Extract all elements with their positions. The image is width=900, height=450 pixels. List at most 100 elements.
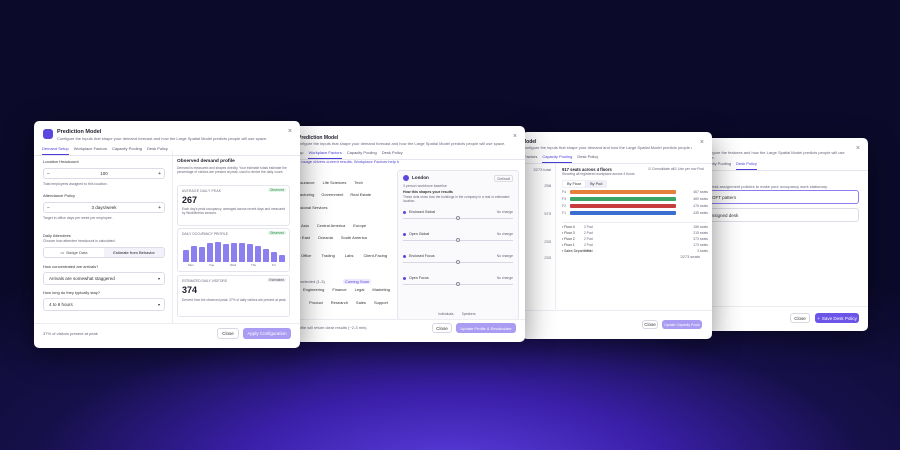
attendance-value: 3 days/week <box>91 205 117 210</box>
chip-client-facing[interactable]: Client-Facing <box>363 253 388 258</box>
profile-bar <box>246 244 254 262</box>
floor-seats: 3 seats <box>697 249 708 253</box>
policy-option-assigned[interactable]: Assigned desk <box>703 208 859 222</box>
chip-product[interactable]: Product <box>309 300 323 305</box>
roles-label: Roles selected (1-3) <box>289 279 325 284</box>
stay-label: How long do they typically stay? <box>43 290 100 295</box>
floor-list: ▪ Floor 4 2 Pool 156 seats ▪ Floor 3 2 Pool 2… <box>562 222 708 253</box>
plus-icon[interactable]: + <box>158 204 161 211</box>
close-button[interactable]: Close <box>642 320 658 329</box>
floor-name: ▪ Floor 1 <box>562 243 575 247</box>
chip-south-america[interactable]: South America <box>340 235 367 240</box>
chevron-down-icon: ▾ <box>157 276 160 281</box>
chip-marketing[interactable]: Marketing <box>372 287 390 292</box>
minus-icon[interactable]: − <box>47 170 50 177</box>
chip-asia[interactable]: Asia <box>301 223 309 228</box>
day-axis: Mon Tue Wed Thu Fri <box>182 264 286 269</box>
floor-name: ▪ Floor 4 <box>562 225 575 229</box>
chip-support[interactable]: Support <box>373 300 388 305</box>
slider-value: No change <box>496 210 513 214</box>
policy-option-soft[interactable]: SOFT pattern <box>703 190 859 204</box>
floor-meta: 2 Pool <box>584 231 594 235</box>
chip-oceania[interactable]: Oceania <box>317 235 333 240</box>
slider-handle[interactable] <box>456 216 460 220</box>
stay-select[interactable]: 4 to 6 hours ▾ <box>43 298 165 311</box>
chip-professional-services[interactable]: Professional Services <box>289 205 328 210</box>
tab-capacity-pooling[interactable]: Capacity Pooling <box>111 146 142 151</box>
chip-manufacturing[interactable]: manufacturing <box>289 192 315 197</box>
close-icon[interactable]: × <box>855 145 860 152</box>
estimate-behavior-option[interactable]: Estimate from Behavior <box>104 248 164 257</box>
badge-data-option[interactable]: ▭ Badge Data <box>44 248 104 257</box>
tab-desk-policy[interactable]: Desk Policy <box>736 158 757 170</box>
visitors-value: 374 <box>182 285 198 295</box>
daily-source-toggle: ▭ Badge Data Estimate from Behavior <box>43 247 165 258</box>
consolidate-checkbox[interactable]: ☑ Consolidate all <box>648 167 674 171</box>
update-profile-button[interactable]: Update Profile & Recalculate <box>456 323 516 333</box>
toggle-by-floor[interactable]: By Floor <box>563 181 586 187</box>
update-capacity-pools-button[interactable]: Update Capacity Pools <box>662 320 702 329</box>
plus-icon[interactable]: + <box>158 170 161 177</box>
tab-desk-policy[interactable]: Desk Policy <box>381 150 403 155</box>
arrivals-select[interactable]: Arrivals are somewhat staggered ▾ <box>43 272 165 285</box>
chip-real-estate[interactable]: Real Estate <box>350 192 372 197</box>
chip-finance[interactable]: Finance <box>332 287 347 292</box>
floor-row[interactable]: ▪ Floor 1 2 Pool 173 seats <box>562 243 708 249</box>
chip-labs[interactable]: Labs <box>344 253 354 258</box>
roles-row-2: Product Research Sales Support <box>309 300 388 305</box>
close-button[interactable]: Close <box>432 323 452 333</box>
floor-bar-value: 476 seats <box>693 204 708 208</box>
floor-row[interactable]: ▪ Floor 4 2 Pool 156 seats <box>562 225 708 231</box>
apply-configuration-button[interactable]: Apply Configuration <box>243 328 291 339</box>
chip-legal[interactable]: Legal <box>354 287 365 292</box>
tab-workplace-factors[interactable]: Factors <box>524 154 538 159</box>
slider-handle[interactable] <box>456 238 460 242</box>
minus-icon[interactable]: − <box>47 204 50 211</box>
headcount-stepper[interactable]: − 100 + <box>43 168 165 179</box>
attendance-stepper[interactable]: − 3 days/week + <box>43 202 165 213</box>
arrivals-value: Arrivals are somewhat staggered <box>49 276 115 281</box>
tab-workplace-factors[interactable]: Workplace Factors <box>73 146 107 151</box>
tab-desk-policy[interactable]: Desk Policy <box>577 154 599 159</box>
tab-desk-policy[interactable]: Desk Policy <box>147 146 168 151</box>
per-row-pool-checkbox[interactable]: ☑ Use per row Pool <box>674 167 704 171</box>
plus-icon: + <box>817 315 820 321</box>
chip-tech[interactable]: Tech <box>354 180 363 185</box>
profile-bar <box>254 246 262 262</box>
chip-sales[interactable]: Sales <box>355 300 366 305</box>
floor-seats: 173 seats <box>693 243 708 247</box>
floor-bar-label: F1 <box>562 211 566 215</box>
close-button[interactable]: Close <box>217 328 239 339</box>
chip-government[interactable]: Government <box>321 192 344 197</box>
save-desk-policy-button[interactable]: + Save Desk Policy <box>815 313 859 323</box>
tab-workplace-factors[interactable]: Workplace Factors <box>308 147 342 159</box>
slider-handle[interactable] <box>456 282 460 286</box>
summary-value: 258 <box>544 183 551 188</box>
close-icon[interactable]: × <box>287 128 292 135</box>
chip-insurance[interactable]: Insurance <box>297 180 315 185</box>
floor-row[interactable]: ▪ Floor 3 2 Pool 215 seats <box>562 231 708 237</box>
chip-engineering[interactable]: Engineering <box>303 287 325 292</box>
tab-capacity-pooling[interactable]: Capacity Pooling <box>701 161 732 166</box>
close-button[interactable]: Close <box>790 313 810 323</box>
slider-handle[interactable] <box>456 260 460 264</box>
floor-meta: 2 Pool <box>584 243 594 247</box>
attendance-note: Target in-office days per week per emplo… <box>43 216 113 220</box>
chip-life-sciences[interactable]: Life Sciences <box>322 180 347 185</box>
floor-row[interactable]: ▪ Sales Department 2 Pool 3 seats <box>562 249 708 255</box>
profile-panel: DAILY OCCUPANCY PROFILE Observed Mon Tue W… <box>177 228 290 272</box>
chip-central-america[interactable]: Central America <box>316 223 346 228</box>
chip-trading[interactable]: Trading <box>321 253 335 258</box>
day-tick-label: Mon <box>188 264 194 267</box>
consolidate-label: Consolidate all <box>651 167 675 171</box>
chip-europe[interactable]: Europe <box>353 223 367 228</box>
floor-row[interactable]: ▪ Floor 2 2 Pool 373 seats <box>562 237 708 243</box>
tab-capacity-pooling[interactable]: Capacity Pooling <box>542 151 573 163</box>
toggle-by-pod[interactable]: By Pod <box>590 182 603 186</box>
tab-capacity-pooling[interactable]: Capacity Pooling <box>346 150 377 155</box>
close-icon[interactable]: × <box>512 133 517 140</box>
tab-demand-setup[interactable]: Demand Setup <box>42 143 69 155</box>
close-icon[interactable]: × <box>699 139 704 146</box>
chip-research[interactable]: Research <box>330 300 348 305</box>
chip-office[interactable]: Office <box>301 253 312 258</box>
